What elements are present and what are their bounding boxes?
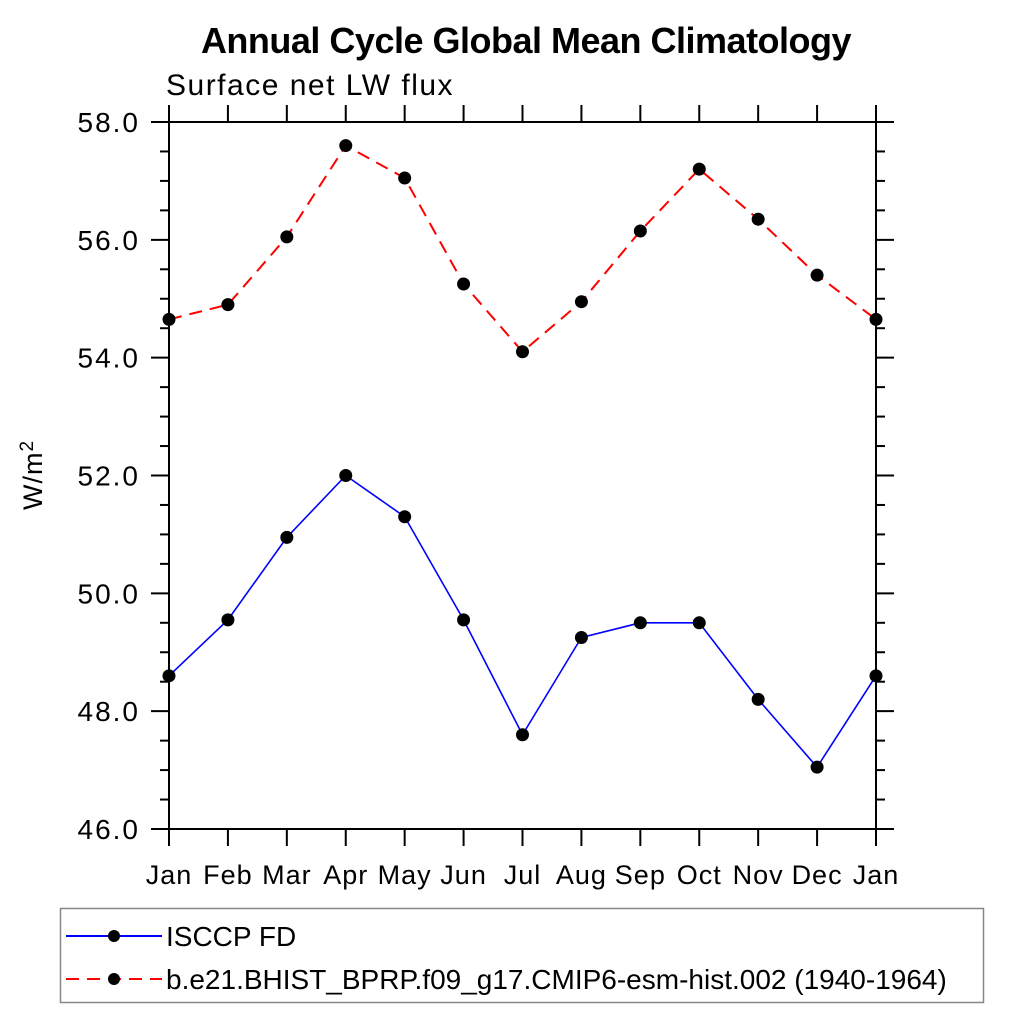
x-axis-tick-label: Jul — [504, 860, 542, 890]
x-axis-tick-label: Oct — [677, 860, 722, 890]
x-axis-tick-label: Jun — [440, 860, 487, 890]
plot-border — [168, 121, 877, 830]
series-0-data-point — [398, 510, 412, 524]
y-axis-tick-label: 58.0 — [78, 107, 141, 138]
series-1-data-point — [869, 312, 883, 326]
series-1-line — [168, 144, 877, 354]
y-axis-label-group: W/m2 — [17, 440, 48, 510]
chart-subtitle: Surface net LW flux — [166, 69, 454, 102]
x-axis-tick-label: Jan — [146, 860, 193, 890]
series-0-data-point — [457, 613, 471, 627]
series-0-data-point — [280, 530, 294, 544]
chart-title: Annual Cycle Global Mean Climatology — [201, 20, 852, 61]
series-1-data-point — [457, 277, 471, 291]
legend-series-label: b.e21.BHIST_BPRP.f09_g17.CMIP6-esm-hist.… — [166, 964, 947, 995]
legend-marker-dot — [108, 973, 120, 985]
series-0-data-point — [692, 616, 706, 630]
series-1-data-point — [810, 268, 824, 282]
series-0-data-point — [810, 760, 824, 774]
x-axis-tick-label: Nov — [733, 860, 784, 890]
series-1-data-point — [516, 345, 529, 359]
x-axis-tick-label: Dec — [792, 860, 843, 890]
series-0-data-point — [162, 669, 176, 683]
y-axis-tick-label: 56.0 — [78, 225, 141, 256]
series-0-data-point — [751, 692, 765, 706]
series-1-data-point — [339, 139, 353, 153]
y-axis-tick-label: 48.0 — [78, 696, 141, 727]
series-1-data-point — [692, 162, 706, 176]
series-0-data-point — [516, 728, 529, 742]
x-axis-tick-label: Aug — [556, 860, 607, 890]
series-1-data-point — [633, 224, 647, 238]
series-1-data-point — [162, 312, 176, 326]
series-1-data-point — [751, 212, 765, 226]
x-axis-tick-label: Feb — [203, 860, 253, 890]
legend-item-0: ISCCP FD — [66, 921, 296, 952]
legend-marker-dot — [108, 930, 120, 942]
series-1-data-point — [221, 298, 235, 312]
y-axis-label: W/m2 — [17, 440, 48, 510]
series-0-line — [168, 474, 877, 769]
series-0-data-point — [574, 631, 588, 645]
x-axis-tick-label: May — [378, 860, 432, 890]
legend-border — [59, 907, 985, 1004]
x-axis-tick-label: Mar — [262, 860, 312, 890]
series-0-data-point — [869, 669, 883, 683]
series-0-data-point — [339, 469, 353, 482]
series-1-data-point — [398, 171, 412, 185]
series-0-data-point — [633, 616, 647, 630]
series-1-data-point — [280, 230, 294, 244]
series-0-data-point — [221, 613, 235, 627]
y-axis-tick-label: 54.0 — [78, 343, 141, 374]
y-axis-tick-label: 46.0 — [78, 814, 141, 845]
plot-area: 46.0 48.0 50.0 52.0 54.0 56.0 58.0 Jan Feb Mar Apr… — [78, 105, 900, 890]
y-axis-tick-label: 50.0 — [78, 578, 141, 609]
x-axis-tick-label: Jan — [853, 860, 900, 890]
legend: ISCCP FD b.e21.BHIST_BPRP.f09_g17.CMIP6-e… — [59, 907, 985, 1004]
x-axis-tick-label: Sep — [615, 860, 666, 890]
legend-series-label: ISCCP FD — [166, 921, 296, 952]
series-1-data-point — [574, 295, 588, 309]
legend-item-1: b.e21.BHIST_BPRP.f09_g17.CMIP6-esm-hist.… — [66, 964, 947, 995]
x-axis-tick-label: Apr — [323, 860, 368, 890]
y-axis-tick-label: 52.0 — [78, 461, 141, 492]
